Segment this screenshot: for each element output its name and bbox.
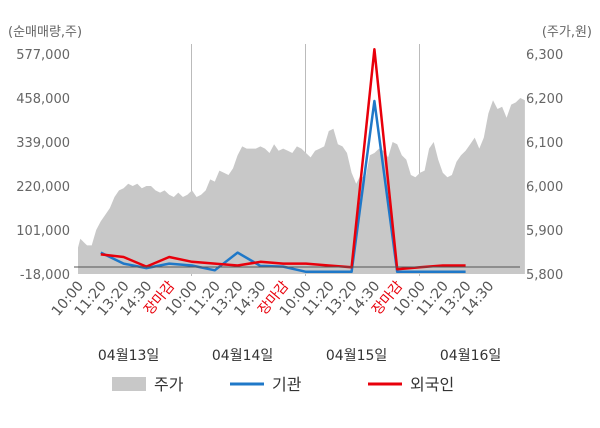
price-area <box>78 98 525 274</box>
date-label: 04월13일 <box>98 348 159 364</box>
legend-label: 주가 <box>154 375 184 394</box>
right-tick-label: 6,300 <box>526 48 563 63</box>
left-tick-label: 458,000 <box>16 92 70 107</box>
price-area-layer <box>78 98 525 274</box>
left-tick-label: 339,000 <box>16 136 70 151</box>
right-tick-label: 6,000 <box>526 180 563 195</box>
right-tick-label: 6,100 <box>526 136 563 151</box>
left-axis-ticks: 577,000 458,000 339,000 220,000 101,000 -18,0… <box>16 48 70 283</box>
x-axis-ticks: 10:0011:2013:2014:30장마감10:0011:2013:2014… <box>49 278 498 319</box>
foreigner-line <box>100 47 466 271</box>
left-tick-label: 220,000 <box>16 180 70 195</box>
date-label: 04월15일 <box>326 348 387 364</box>
left-tick-label: -18,000 <box>20 268 70 283</box>
date-labels: 04월13일 04월14일 04월15일 04월16일 <box>98 348 501 364</box>
right-axis-ticks: 6,300 6,200 6,100 6,000 5,900 5,800 <box>526 48 563 283</box>
date-label: 04월14일 <box>212 348 273 364</box>
legend-swatch-price <box>112 377 146 391</box>
right-tick-label: 5,800 <box>526 268 563 283</box>
date-label: 04월16일 <box>440 348 501 364</box>
left-tick-label: 101,000 <box>16 224 70 239</box>
left-tick-label: 577,000 <box>16 48 70 63</box>
legend: 주가 기관 외국인 <box>112 375 454 394</box>
left-axis-unit: (순매매량,주) <box>8 25 82 40</box>
right-tick-label: 5,900 <box>526 224 563 239</box>
right-tick-label: 6,200 <box>526 92 563 107</box>
legend-label: 기관 <box>272 375 302 394</box>
right-axis-unit: (주가,원) <box>542 25 592 40</box>
legend-label: 외국인 <box>410 375 454 394</box>
